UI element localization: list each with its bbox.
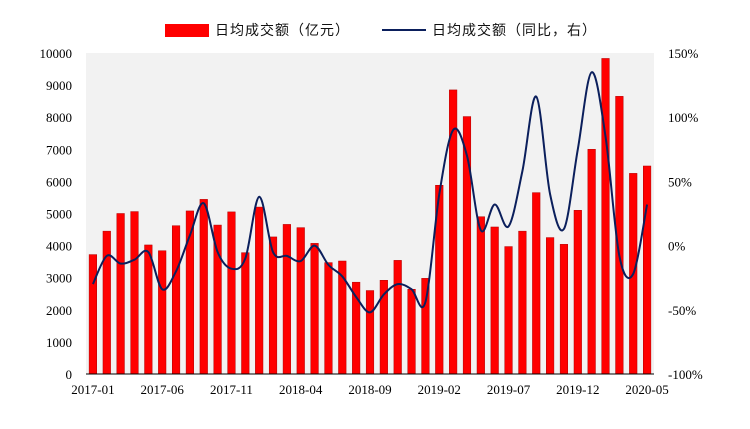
left-axis: 0 1000 2000 3000 4000 5000 6000 7000 8000 9000 100… xyxy=(40,46,73,382)
bar-2018-02 xyxy=(268,236,278,375)
bar-2018-12 xyxy=(407,289,416,375)
bar-2019-06 xyxy=(490,226,499,375)
bar-2020-01 xyxy=(587,149,596,375)
x-tick-label: 2018-09 xyxy=(348,382,391,397)
right-tick-label: -50% xyxy=(668,303,696,318)
bar-2018-06 xyxy=(324,262,333,375)
x-axis: 2017-01 2017-06 2017-11 2018-04 2018-09 2019-… xyxy=(71,382,668,397)
bar-2018-09 xyxy=(365,290,375,375)
left-tick-label: 0 xyxy=(66,367,73,382)
legend-item-bar: 日均成交额（亿元） xyxy=(165,20,350,40)
x-tick-label: 2019-07 xyxy=(487,382,531,397)
bar-2017-05 xyxy=(144,244,153,375)
bar-2019-07 xyxy=(504,246,513,375)
bar-2019-03 xyxy=(449,89,458,375)
bar-2017-06 xyxy=(158,250,167,375)
bar-2020-02 xyxy=(601,58,610,375)
bar-2019-11 xyxy=(559,244,569,375)
left-tick-label: 2000 xyxy=(46,303,72,318)
bar-2017-11 xyxy=(227,211,236,375)
x-tick-label: 2020-05 xyxy=(625,382,668,397)
bar-2018-04 xyxy=(296,227,305,375)
legend-label-line: 日均成交额（同比，右） xyxy=(432,23,597,39)
left-tick-label: 10000 xyxy=(40,46,73,61)
bar-2019-08 xyxy=(518,230,527,375)
bar-2017-10 xyxy=(213,224,222,375)
x-tick-label: 2017-01 xyxy=(71,382,114,397)
bar-2017-12 xyxy=(241,252,250,375)
legend-swatch-bar xyxy=(165,23,209,37)
bar-2019-10 xyxy=(546,237,555,375)
x-tick-label: 2017-06 xyxy=(141,382,185,397)
bar-2019-09 xyxy=(532,192,541,375)
right-axis: -100% -50% 0% 50% 100% 150% xyxy=(668,46,703,382)
right-tick-label: 100% xyxy=(668,110,699,125)
bar-2018-05 xyxy=(310,243,319,375)
bar-2018-11 xyxy=(393,260,402,375)
yoy-line xyxy=(92,71,649,314)
x-tick-label: 2018-04 xyxy=(279,382,323,397)
x-tick-label: 2019-12 xyxy=(556,382,599,397)
legend-swatch-line xyxy=(382,29,426,31)
bar-2019-12 xyxy=(573,210,582,375)
right-tick-label: 50% xyxy=(668,174,692,189)
right-tick-label: 150% xyxy=(668,46,699,61)
legend-item-line: 日均成交额（同比，右） xyxy=(382,20,597,40)
left-tick-label: 5000 xyxy=(46,207,72,222)
left-tick-label: 1000 xyxy=(46,335,72,350)
bar-2019-05 xyxy=(476,216,485,375)
x-tick-label: 2017-11 xyxy=(210,382,253,397)
left-tick-label: 9000 xyxy=(46,78,72,93)
left-tick-label: 6000 xyxy=(46,174,72,189)
legend-label-bar: 日均成交额（亿元） xyxy=(215,23,350,39)
left-tick-label: 3000 xyxy=(46,271,72,286)
chart-legend: 日均成交额（亿元） 日均成交额（同比，右） xyxy=(0,20,750,44)
bar-2017-01 xyxy=(88,254,97,375)
bar-2017-02 xyxy=(102,230,111,375)
right-tick-label: -100% xyxy=(668,367,703,382)
left-tick-label: 4000 xyxy=(46,239,72,254)
right-tick-label: 0% xyxy=(668,239,686,254)
bar-2018-01 xyxy=(255,206,264,375)
left-tick-label: 7000 xyxy=(46,142,72,157)
bar-2018-03 xyxy=(282,224,291,375)
bar-2017-07 xyxy=(171,225,181,375)
bar-2017-03 xyxy=(116,213,125,375)
left-tick-label: 8000 xyxy=(46,110,72,125)
bar-series xyxy=(88,58,652,375)
bar-2020-05 xyxy=(643,165,652,375)
bar-2017-09 xyxy=(199,199,208,375)
x-tick-label: 2019-02 xyxy=(418,382,461,397)
bar-2017-04 xyxy=(130,211,139,375)
